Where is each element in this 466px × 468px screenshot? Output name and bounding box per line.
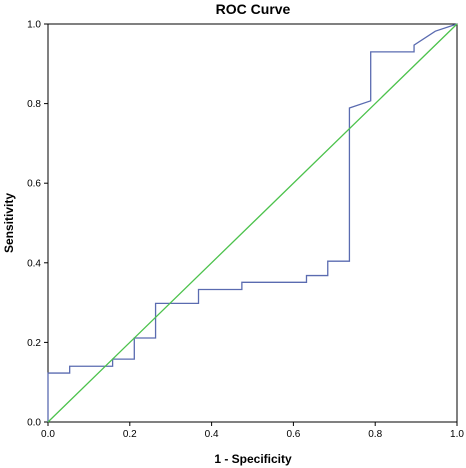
series-layer bbox=[47, 23, 458, 423]
y-tick-label: 0.8 bbox=[27, 99, 41, 110]
axis-ticks: 0.0 0.2 0.4 0.6 0.8 1.0 0.0 0.2 0.4 0.6 0.8 1.0 bbox=[27, 20, 464, 441]
x-tick-label: 1.0 bbox=[450, 429, 464, 440]
x-tick-label: 0.4 bbox=[205, 429, 219, 440]
x-axis-title: 1 - Specificity bbox=[214, 452, 292, 466]
chart-title: ROC Curve bbox=[216, 1, 291, 17]
reference-diagonal-line bbox=[47, 23, 458, 423]
plot-area-frame bbox=[47, 23, 458, 423]
y-tick-label: 0.6 bbox=[27, 179, 41, 190]
x-tick-label: 0.2 bbox=[123, 429, 137, 440]
y-tick-label: 1.0 bbox=[27, 20, 41, 31]
x-tick-label: 0.0 bbox=[41, 429, 55, 440]
y-tick-label: 0.0 bbox=[27, 418, 41, 429]
y-axis-title: Sensitivity bbox=[2, 193, 16, 253]
x-tick-label: 0.8 bbox=[368, 429, 382, 440]
roc-curve-line bbox=[47, 23, 458, 422]
y-tick-label: 0.2 bbox=[27, 338, 41, 349]
x-tick-label: 0.6 bbox=[286, 429, 300, 440]
y-tick-label: 0.4 bbox=[27, 258, 41, 269]
